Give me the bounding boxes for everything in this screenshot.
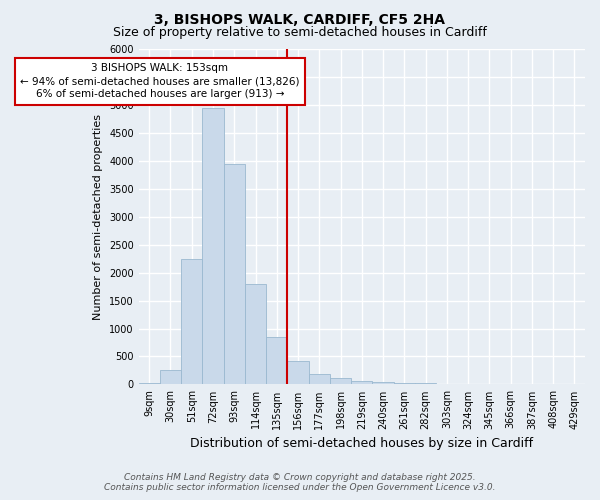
Bar	[330, 378, 351, 384]
Bar	[351, 380, 373, 384]
Text: Contains HM Land Registry data © Crown copyright and database right 2025.
Contai: Contains HM Land Registry data © Crown c…	[104, 473, 496, 492]
Text: 3 BISHOPS WALK: 153sqm
← 94% of semi-detached houses are smaller (13,826)
6% of : 3 BISHOPS WALK: 153sqm ← 94% of semi-det…	[20, 63, 299, 100]
Text: 3, BISHOPS WALK, CARDIFF, CF5 2HA: 3, BISHOPS WALK, CARDIFF, CF5 2HA	[155, 12, 445, 26]
Bar	[245, 284, 266, 384]
Bar	[139, 383, 160, 384]
Y-axis label: Number of semi-detached properties: Number of semi-detached properties	[94, 114, 103, 320]
Bar	[394, 383, 415, 384]
Bar	[181, 258, 202, 384]
Text: Size of property relative to semi-detached houses in Cardiff: Size of property relative to semi-detach…	[113, 26, 487, 39]
Bar	[308, 374, 330, 384]
X-axis label: Distribution of semi-detached houses by size in Cardiff: Distribution of semi-detached houses by …	[190, 437, 533, 450]
Bar	[160, 370, 181, 384]
Bar	[287, 361, 308, 384]
Bar	[266, 337, 287, 384]
Bar	[224, 164, 245, 384]
Bar	[202, 108, 224, 384]
Bar	[373, 382, 394, 384]
